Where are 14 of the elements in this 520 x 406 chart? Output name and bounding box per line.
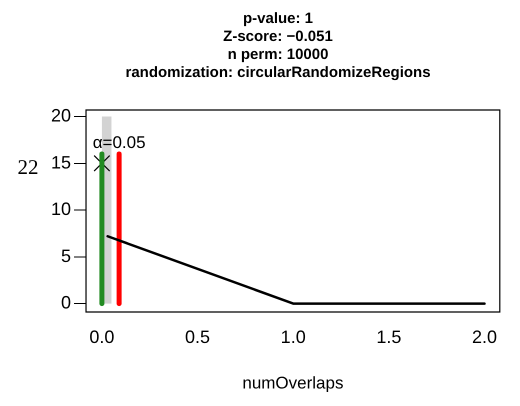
chart-title: p-value: 1 Z-score: −0.051 n perm: 10000 randomization: circularRandomizeRegions <box>125 10 431 82</box>
x-tick-label: 0.0 <box>89 326 114 347</box>
x-tick-label: 0.5 <box>185 326 210 347</box>
y-tick-label: 5 <box>61 246 72 266</box>
y-tick-label: 10 <box>50 199 72 220</box>
x-tick-label: 1.5 <box>376 326 402 347</box>
x-tick-label: 1.0 <box>280 326 306 347</box>
x-tick-label: 2.0 <box>472 326 498 347</box>
x-axis-title: numOverlaps <box>242 373 344 392</box>
y-axis-title: 22 <box>18 154 38 179</box>
y-tick-label: 15 <box>50 152 72 172</box>
y-tick-label: 0 <box>61 292 72 313</box>
annotation: α=0.05 <box>92 133 146 152</box>
y-tick-label: 20 <box>50 106 72 126</box>
